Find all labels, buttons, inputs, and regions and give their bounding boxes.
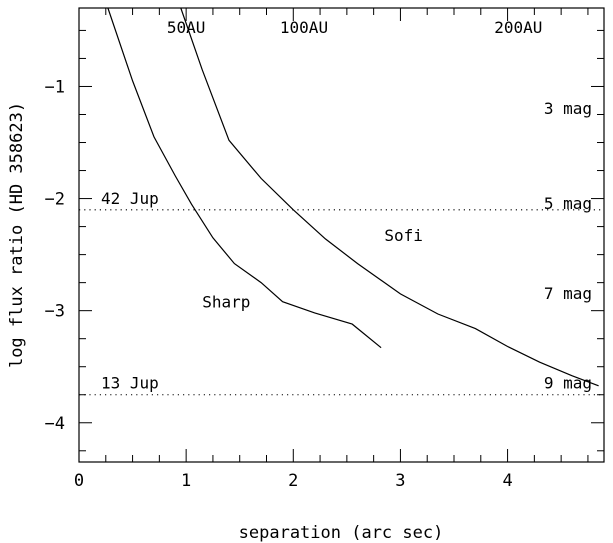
top-annotation: 50AU [167,18,206,37]
magnitude-label: 3 mag [544,99,592,118]
x-axis-label: separation (arc sec) [239,523,444,543]
series-line-sharp [107,7,382,349]
y-axis-label: log flux ratio (HD 358623) [7,102,27,368]
chart-marks: 0 1 2 3 4 −1 −2 −3 −4 42 Jup 13 Jup Sharp Sofi 50AU 10… [45,7,604,491]
plot-frame [78,7,605,463]
reference-line-label: 13 Jup [101,374,159,393]
x-tick-label: 4 [502,471,512,491]
series-label-sofi: Sofi [384,226,423,245]
reference-line-label: 42 Jup [101,189,159,208]
top-annotation: 100AU [280,18,328,37]
x-tick-label: 2 [288,471,298,491]
series-line-sofi [180,7,599,387]
magnitude-label: 5 mag [544,194,592,213]
magnitude-label: 9 mag [544,374,592,393]
top-annotation: 200AU [494,18,542,37]
y-tick-label: −1 [45,77,65,97]
x-tick-label: 1 [181,471,191,491]
series-label-sharp: Sharp [202,292,250,311]
y-tick-label: −2 [45,190,65,210]
x-tick-label: 0 [74,471,84,491]
magnitude-label: 7 mag [544,284,592,303]
x-tick-label: 3 [395,471,405,491]
y-tick-label: −3 [45,302,65,322]
y-tick-label: −4 [45,414,65,434]
